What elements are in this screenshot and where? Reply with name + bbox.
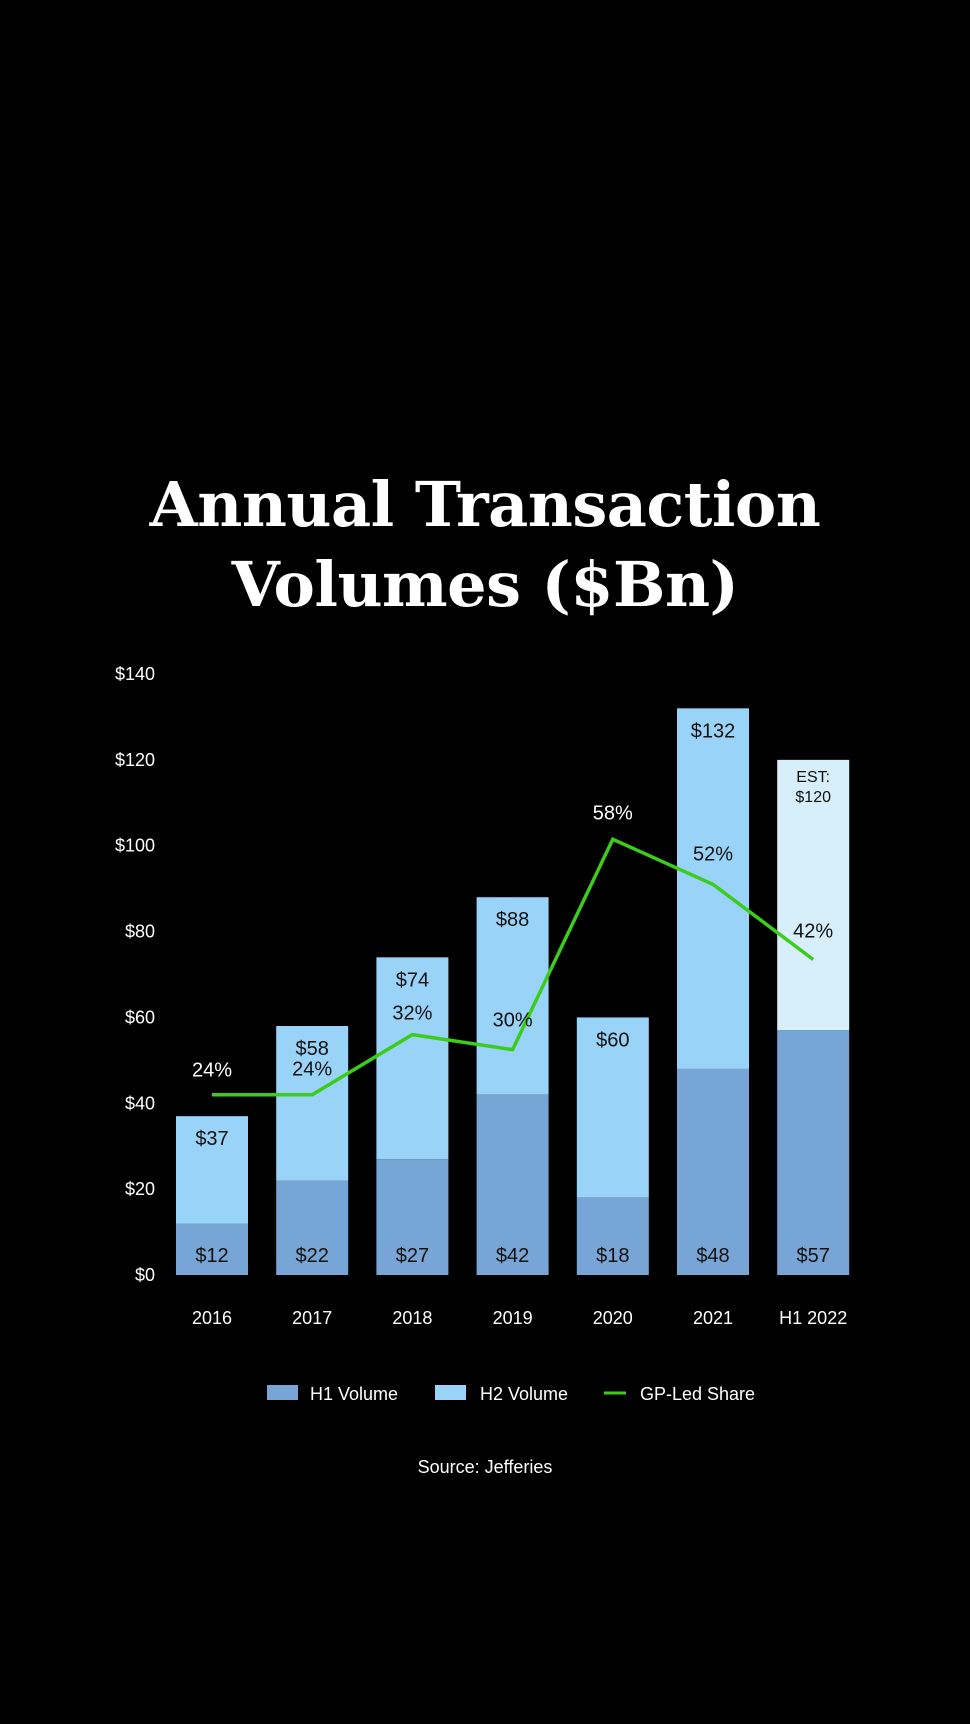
legend-line-label: GP-Led Share [640, 1384, 755, 1404]
x-tick-label: 2016 [192, 1308, 232, 1328]
y-tick-label: $20 [125, 1179, 155, 1199]
h1-value-label: $22 [296, 1245, 329, 1267]
total-value-label: $132 [691, 720, 736, 742]
bar-h1-2018 [376, 1159, 449, 1275]
title-line-1: Annual Transaction [149, 468, 821, 541]
total-value-label: $74 [396, 969, 429, 991]
legend-h2-label: H2 Volume [480, 1384, 568, 1404]
title-line-2: Volumes ($Bn) [231, 548, 739, 621]
y-tick-label: $80 [125, 922, 155, 942]
bar-h1-2021 [677, 1068, 749, 1275]
h1-value-label: $57 [797, 1245, 830, 1267]
chart-title: Annual Transaction Volumes ($Bn) [0, 465, 970, 625]
bar-h1-2020 [576, 1197, 649, 1275]
h1-value-label: $42 [496, 1245, 529, 1267]
x-tick-label: 2019 [493, 1308, 533, 1328]
bar-h2-2016 [176, 1116, 248, 1224]
share-label: 24% [292, 1059, 332, 1081]
gp-led-share-line [212, 836, 815, 1097]
legend-h1-swatch [267, 1385, 298, 1400]
share-label: 58% [593, 802, 633, 824]
bar-h2-H1 2022 [777, 759, 850, 1031]
legend-h1-label: H1 Volume [310, 1384, 398, 1404]
bar-h2-2018 [376, 957, 449, 1160]
y-tick-label: $40 [125, 1093, 155, 1113]
x-tick-label: 2020 [593, 1308, 633, 1328]
x-tick-label: 2018 [392, 1308, 432, 1328]
h1-value-label: $48 [696, 1245, 729, 1267]
share-label: 24% [192, 1060, 232, 1082]
bar-h2-2020 [576, 1017, 649, 1198]
bar-h1-2019 [476, 1094, 549, 1275]
legend-h2-swatch [435, 1385, 466, 1400]
x-tick-label: 2021 [693, 1308, 733, 1328]
share-label: 30% [493, 1010, 533, 1032]
total-value-label: $37 [195, 1128, 228, 1150]
total-value-label: $88 [496, 909, 529, 931]
y-tick-label: $100 [115, 836, 155, 856]
y-tick-label: $60 [125, 1007, 155, 1027]
total-value-label: $58 [296, 1038, 329, 1060]
h1-value-label: $18 [596, 1245, 629, 1267]
share-label: 42% [793, 920, 833, 942]
y-tick-label: $120 [115, 750, 155, 770]
bar-h1-2017 [276, 1180, 349, 1275]
bar-h2-2017 [276, 1026, 349, 1181]
x-tick-label: H1 2022 [779, 1308, 847, 1328]
bar-h1-2016 [176, 1223, 248, 1275]
bar-h2-2021 [677, 708, 749, 1069]
estimate-value-label: $120 [795, 789, 831, 806]
h1-value-label: $12 [195, 1245, 228, 1267]
estimate-label: EST: [796, 769, 830, 786]
share-label: 32% [392, 1003, 432, 1025]
x-tick-label: 2017 [292, 1308, 332, 1328]
y-tick-label: $140 [115, 664, 155, 684]
share-label: 52% [693, 843, 733, 865]
bar-h1-H1 2022 [777, 1030, 850, 1275]
h1-value-label: $27 [396, 1245, 429, 1267]
total-value-label: $60 [596, 1029, 629, 1051]
source-note: Source: Jefferies [418, 1457, 553, 1477]
y-tick-label: $0 [135, 1265, 155, 1285]
